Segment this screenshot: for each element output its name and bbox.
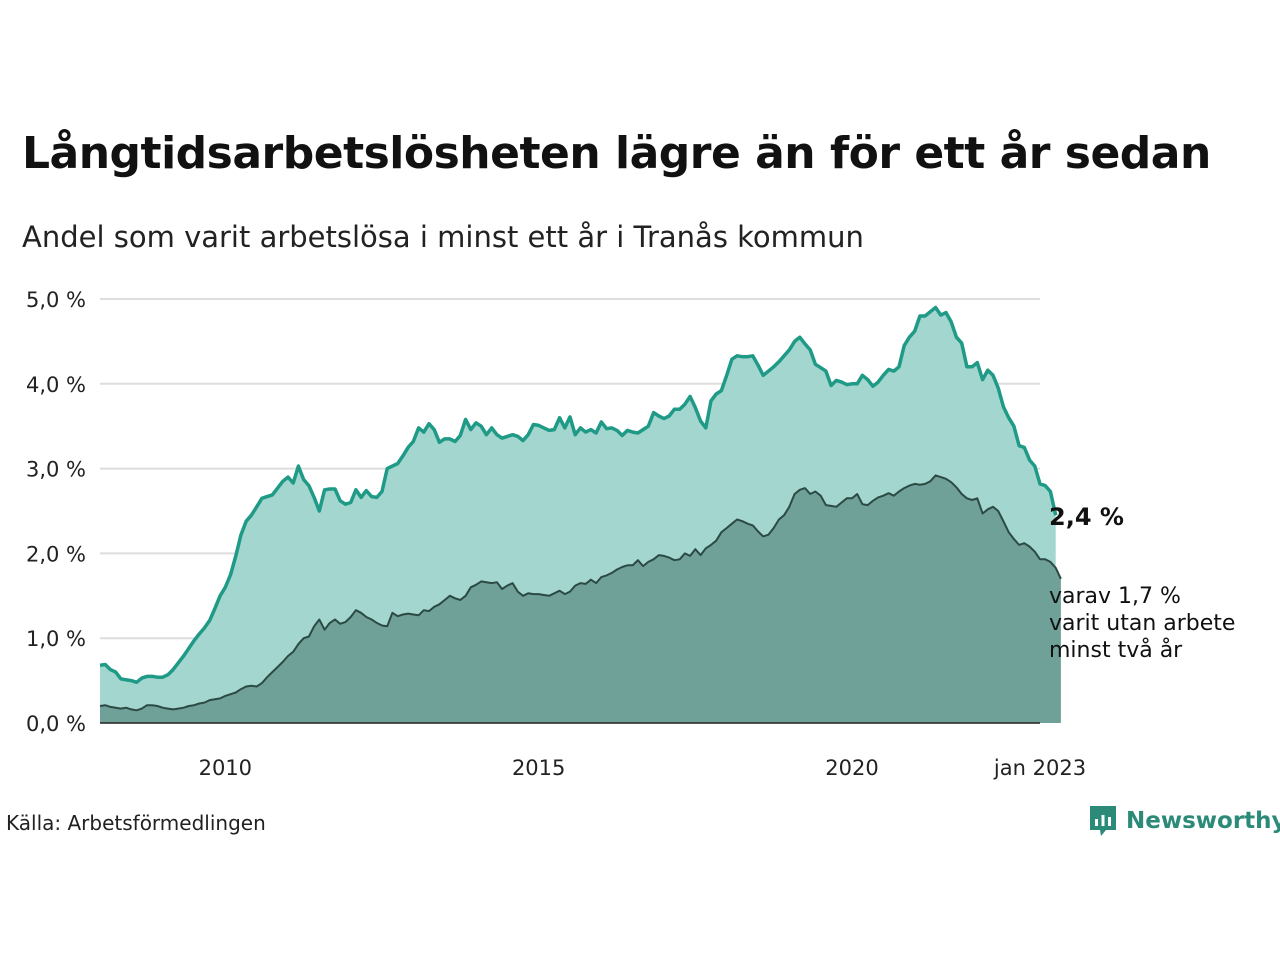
y-tick-label: 1,0 % [26, 627, 86, 651]
area-sub [100, 475, 1061, 723]
end-label-sub: varav 1,7 % varit utan arbete minst två … [1049, 584, 1242, 663]
source-note: Källa: Arbetsförmedlingen [6, 811, 266, 835]
chart-subtitle: Andel som varit arbetslösa i minst ett å… [22, 220, 864, 254]
x-tick-label: 2010 [199, 756, 252, 780]
x-tick-label: 2015 [512, 756, 565, 780]
end-label-sub-line-1: varav 1,7 % [1049, 584, 1181, 609]
line-sub [99, 474, 1062, 712]
x-tick-label: 2020 [825, 756, 878, 780]
brand-name: Newsworthy [1126, 808, 1280, 834]
x-tick-label: jan 2023 [993, 756, 1086, 780]
y-tick-label: 5,0 % [26, 288, 86, 312]
brand-logo: Newsworthy [1088, 804, 1280, 838]
y-tick-label: 4,0 % [26, 373, 86, 397]
end-label-sub-line-3: minst två år [1049, 637, 1183, 663]
y-tick-label: 2,0 % [26, 542, 86, 566]
newsworthy-logo-icon [1090, 806, 1116, 836]
line-total [99, 305, 1058, 685]
y-axis-ticks: 0,0 % 1,0 % 2,0 % 3,0 % 4,0 % 5,0 % [26, 288, 86, 736]
end-label-total: 2,4 % [1049, 503, 1124, 531]
end-label-sub-line-2: varit utan arbete [1049, 611, 1235, 636]
y-tick-label: 3,0 % [26, 458, 86, 482]
y-tick-label: 0,0 % [26, 712, 86, 736]
x-axis-ticks: 2010 2015 2020 jan 2023 [199, 756, 1086, 780]
chart-title: Långtidsarbetslösheten lägre än för ett … [22, 128, 1211, 179]
